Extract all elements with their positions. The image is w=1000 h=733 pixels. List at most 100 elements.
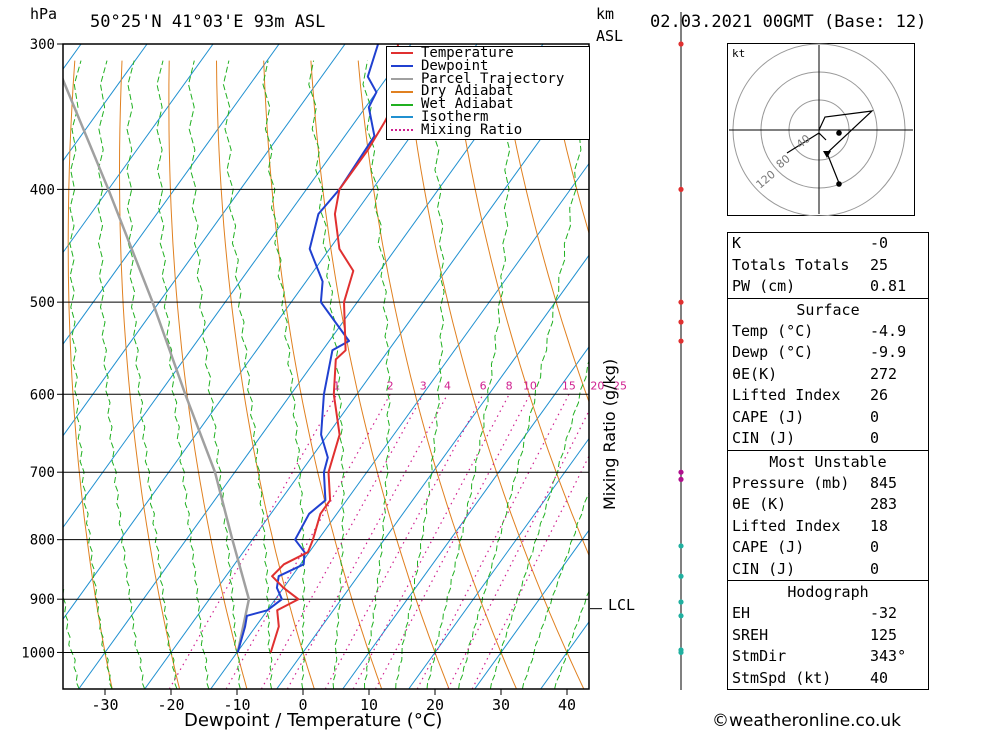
index-label: Pressure (mb) [732, 473, 850, 492]
hodograph-trace-lower [786, 132, 827, 154]
x-axis-label: Dewpoint / Temperature (°C) [184, 710, 443, 731]
km-label: km [596, 5, 615, 23]
mixing-ratio-line [286, 394, 449, 689]
index-row: Pressure (mb) 845 [728, 473, 928, 495]
mixing-ratio-line [374, 394, 531, 689]
pressure-tick-label: 400 [30, 182, 55, 198]
wet-adiabat-line [69, 60, 113, 689]
index-row: CAPE (J) 0 [728, 407, 928, 429]
indices-section-hodograph: Hodograph EH -32 SREH 125 StmDir 343° StmSpd (k… [728, 580, 928, 689]
dry-adiabat-line [925, 61, 1000, 689]
index-label: Dewp (°C) [732, 343, 814, 361]
legend-item: Parcel Trajectory [387, 72, 589, 85]
index-value: 845 [870, 473, 898, 492]
index-row: SREH 125 [728, 625, 928, 647]
index-value: 0 [870, 538, 880, 556]
wet-adiabat-line [63, 584, 80, 689]
dewpoint-line [236, 44, 380, 653]
index-row: K -0 [728, 233, 928, 255]
isotherm-line [276, 254, 589, 689]
wet-adiabat-line [395, 60, 445, 689]
pressure-tick-label: 500 [30, 295, 55, 311]
indices-section-title: Most Unstable [769, 452, 887, 471]
storm-motion-icon [823, 151, 831, 158]
index-value: 343° [870, 647, 907, 665]
legend-swatch [391, 116, 413, 119]
index-label: CIN (J) [732, 429, 796, 447]
index-value: 25 [870, 255, 889, 274]
legend-swatch [391, 52, 413, 55]
isotherm-line [210, 162, 589, 689]
wind-level-dot [678, 319, 684, 325]
isotherm-line [0, 44, 15, 689]
index-row: EH -32 [728, 603, 928, 625]
wet-adiabat-line [97, 60, 146, 689]
legend-label: Temperature [421, 45, 514, 61]
index-value: -4.9 [870, 321, 907, 340]
index-label: PW (cm) [732, 277, 796, 295]
temp-tick-label: 0 [298, 696, 307, 714]
index-row: PW (cm) 0.81 [728, 276, 928, 298]
index-label: StmDir [732, 647, 787, 665]
parcel-trajectory-line [63, 76, 251, 653]
index-label: CAPE (J) [732, 538, 805, 556]
indices-section-title: Hodograph [787, 583, 869, 601]
isotherm-line [78, 44, 544, 689]
dry-adiabat-line [499, 60, 589, 404]
indices-section-most-unstable: Most Unstable Pressure (mb) 845 θE (K) 283 Li… [728, 449, 928, 581]
indices-section-title: Surface [796, 300, 860, 319]
wet-adiabat-line [521, 490, 589, 689]
pressure-tick-label: 1000 [21, 645, 55, 661]
index-row: CIN (J) 0 [728, 559, 928, 581]
wet-adiabat-line [458, 60, 589, 689]
mixing-ratio-label: 15 [562, 379, 576, 392]
wind-level-dot [678, 186, 684, 192]
index-label: Temp (°C) [732, 321, 814, 340]
temp-tick-label: 10 [360, 696, 378, 714]
isotherm-line [342, 346, 589, 689]
index-label: SREH [732, 625, 769, 644]
legend-item: Dewpoint [387, 57, 589, 74]
index-value: 26 [870, 386, 889, 404]
wind-level-dot [678, 543, 684, 549]
plot-frame [62, 43, 590, 690]
mixing-ratio-label: 2 [387, 379, 394, 392]
isotherm-line [63, 44, 280, 345]
index-label: Lifted Index [732, 516, 841, 535]
index-row: θE (K) 283 [728, 494, 928, 516]
legend-swatch [391, 77, 413, 80]
temp-tick-label: -20 [157, 696, 184, 714]
indices-table: K -0 Totals Totals 25 PW (cm) 0.81 Surface Temp… [727, 232, 929, 690]
index-row: CAPE (J) 0 [728, 537, 928, 559]
legend-swatch [391, 90, 413, 93]
datetime-label: 02.03.2021 00GMT (Base: 12) [650, 12, 927, 32]
index-row: Totals Totals 25 [728, 255, 928, 277]
index-label: EH [732, 604, 751, 622]
hpa-label: hPa [30, 5, 58, 23]
index-row: StmSpd (kt) 40 [728, 668, 928, 690]
isotherm-line [63, 44, 346, 437]
legend-item: Temperature [387, 45, 589, 61]
index-value: -9.9 [870, 343, 907, 361]
dry-adiabat-line [216, 60, 315, 689]
location-label: 50°25'N 41°03'E 93m ASL [90, 12, 326, 32]
index-label: θE (K) [732, 495, 787, 513]
hodograph-point [836, 181, 842, 187]
dry-adiabat-line [118, 60, 181, 689]
wind-level-dot [678, 649, 684, 656]
pressure-tick-label: 700 [30, 465, 55, 481]
wet-adiabat-line [489, 360, 589, 689]
dry-adiabat-line [404, 60, 585, 689]
dry-adiabat-line [310, 60, 450, 689]
index-value: -32 [870, 604, 898, 622]
legend-item: Mixing Ratio [387, 123, 589, 137]
pressure-tick-label: 900 [30, 592, 55, 608]
mixing-ratio-line [447, 409, 589, 689]
dry-adiabat-line [357, 60, 517, 689]
mixing-ratio-label: 8 [506, 379, 513, 392]
index-label: Lifted Index [732, 386, 841, 404]
wet-adiabat-line [262, 60, 306, 689]
temp-tick-label: -10 [223, 696, 250, 714]
legend-label: Dewpoint [421, 57, 489, 74]
